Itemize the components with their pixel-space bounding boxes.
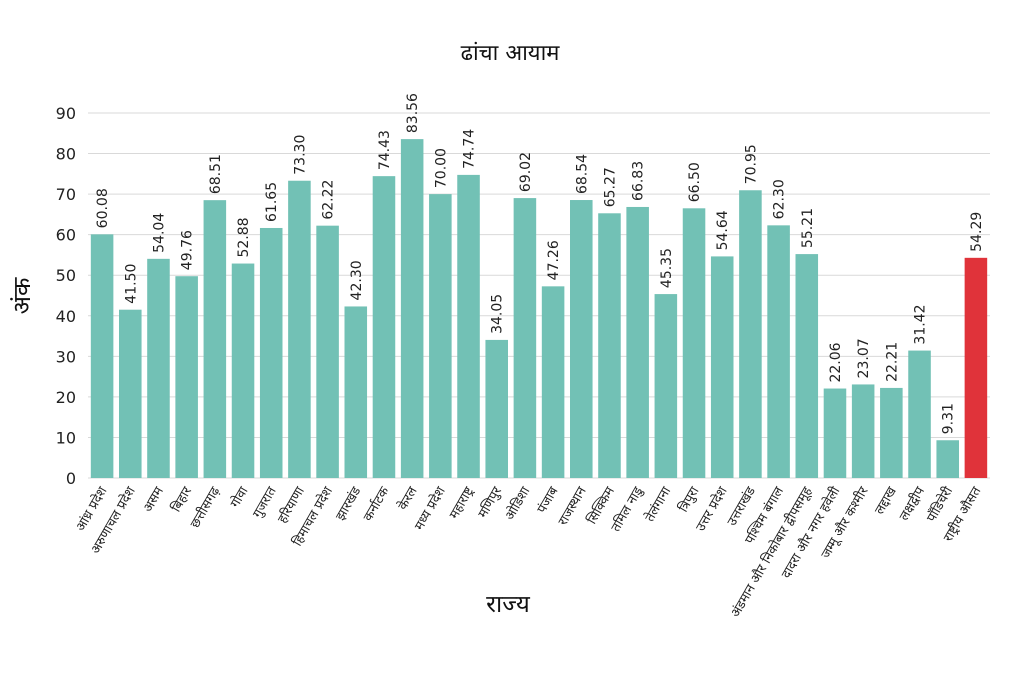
y-tick-label: 20 — [56, 388, 76, 407]
y-tick-label: 10 — [56, 428, 76, 447]
bar — [795, 254, 819, 478]
y-tick-label: 70 — [56, 185, 76, 204]
data-label: 31.42 — [913, 304, 929, 344]
bar — [457, 174, 480, 479]
data-label: 60.08 — [95, 188, 111, 228]
bar — [739, 190, 762, 478]
bar — [175, 276, 198, 478]
data-label: 9.31 — [941, 403, 957, 434]
bar — [316, 225, 339, 478]
x-tick-label: असम — [141, 484, 167, 515]
bar — [90, 234, 114, 478]
bar — [147, 258, 170, 478]
bar — [259, 227, 283, 478]
y-tick-label: 80 — [56, 145, 76, 164]
data-label: 70.00 — [433, 148, 449, 188]
bar — [908, 350, 931, 478]
x-tick-label: केरल — [395, 484, 421, 513]
data-label: 74.43 — [377, 130, 393, 170]
bar — [851, 384, 875, 478]
data-label: 22.06 — [828, 342, 844, 382]
x-tick-label: मणिपुर — [475, 483, 506, 520]
bar — [372, 176, 396, 478]
bar — [598, 213, 621, 478]
data-label: 61.65 — [264, 182, 280, 222]
data-label: 47.26 — [546, 240, 562, 280]
bar — [767, 225, 790, 478]
chart-title: ढांचा आयाम — [461, 41, 561, 66]
y-tick-label: 90 — [56, 104, 76, 123]
bar — [203, 200, 227, 479]
x-tick-label: झारखंड — [333, 484, 365, 524]
data-label: 66.83 — [631, 161, 647, 201]
data-label: 83.56 — [405, 93, 421, 133]
data-label: 41.50 — [123, 264, 139, 304]
data-label: 45.35 — [659, 248, 675, 288]
bar — [400, 139, 424, 478]
x-tick-label: तेलंगाना — [642, 483, 675, 524]
bar — [485, 339, 508, 478]
y-tick-label: 50 — [56, 266, 76, 285]
bar — [654, 294, 678, 478]
data-label: 73.30 — [292, 135, 308, 175]
bar — [710, 256, 734, 478]
x-tick-label: गुजरात — [250, 484, 280, 521]
x-tick-label: लद्दाख — [872, 484, 900, 517]
x-tick-label: गोवा — [227, 483, 252, 510]
bar — [964, 257, 988, 478]
x-tick-label: बिहार — [168, 483, 195, 514]
y-tick-label: 60 — [56, 226, 76, 245]
data-label: 52.88 — [236, 217, 252, 257]
data-labels: 60.08 41.50 54.04 49.76 68.51 52.88 61.65 73.30… — [95, 93, 985, 434]
bar — [823, 388, 847, 478]
bar — [626, 206, 649, 478]
data-label: 23.07 — [856, 338, 872, 378]
bars — [90, 139, 988, 479]
bar — [231, 263, 255, 478]
data-label: 69.02 — [518, 152, 534, 192]
bar — [880, 387, 903, 478]
x-tick-label: त्रिपुरा — [675, 483, 702, 515]
bar — [936, 440, 959, 478]
data-label: 54.29 — [969, 212, 985, 252]
y-tick-labels: 0 10 20 30 40 50 60 70 80 90 — [56, 104, 76, 488]
y-tick-label: 30 — [56, 347, 76, 366]
data-label: 68.54 — [574, 154, 590, 194]
bar — [541, 286, 565, 478]
x-tick-label: राजस्थान — [556, 484, 590, 529]
bar — [429, 194, 452, 478]
bar — [570, 200, 593, 478]
x-tick-label: कर्नाटक — [360, 483, 393, 524]
data-label: 74.74 — [462, 129, 478, 169]
data-label: 42.30 — [349, 260, 365, 300]
x-axis-label: राज्य — [486, 590, 531, 618]
data-label: 62.22 — [321, 180, 337, 220]
bar — [344, 306, 368, 478]
x-tick-label: ओडिशा — [502, 483, 534, 523]
y-tick-label: 40 — [56, 307, 76, 326]
bar — [682, 208, 706, 479]
bar — [288, 180, 311, 478]
y-tick-label: 0 — [66, 469, 76, 488]
data-label: 70.95 — [743, 144, 759, 184]
data-label: 68.51 — [208, 154, 224, 194]
bar — [513, 198, 537, 478]
data-label: 66.50 — [687, 162, 703, 202]
data-label: 49.76 — [180, 230, 196, 270]
bar — [119, 309, 142, 478]
y-axis-label: अंक — [8, 277, 36, 314]
data-label: 34.05 — [490, 294, 506, 334]
data-label: 22.21 — [884, 342, 900, 382]
data-label: 55.21 — [800, 208, 816, 248]
data-label: 54.04 — [151, 213, 167, 253]
data-label: 54.64 — [715, 210, 731, 250]
data-label: 65.27 — [602, 167, 618, 207]
x-tick-label: पंजाब — [535, 484, 562, 516]
x-tick-label: महाराष्ट्र — [447, 484, 477, 522]
data-label: 62.30 — [772, 179, 788, 219]
